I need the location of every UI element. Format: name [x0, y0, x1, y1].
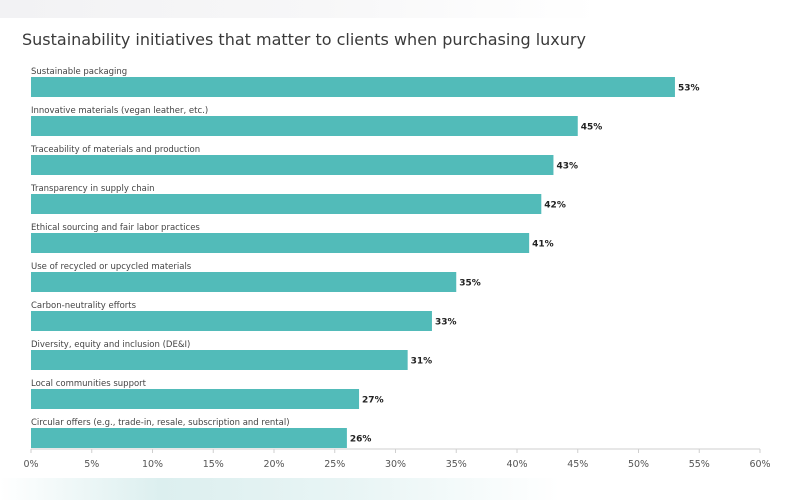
category-label: Innovative materials (vegan leather, etc…: [31, 106, 208, 116]
value-label: 26%: [350, 435, 372, 445]
top-background-gradient: [0, 0, 800, 18]
value-label: 41%: [532, 240, 554, 250]
category-label: Use of recycled or upcycled materials: [31, 262, 192, 272]
bar: [31, 272, 457, 292]
value-label: 35%: [459, 279, 481, 289]
bar: [31, 77, 675, 97]
category-label: Carbon-neutrality efforts: [31, 301, 137, 311]
value-label: 53%: [678, 84, 700, 94]
bar: [31, 194, 542, 214]
x-tick-label: 15%: [203, 459, 224, 470]
bar: [31, 350, 408, 370]
bar: [31, 311, 432, 331]
value-label: 42%: [544, 201, 566, 211]
x-tick-label: 10%: [142, 459, 163, 470]
x-tick-label: 20%: [263, 459, 284, 470]
bar: [31, 116, 578, 136]
bar: [31, 155, 554, 175]
bar: [31, 389, 360, 409]
category-label: Sustainable packaging: [31, 67, 127, 77]
x-tick-label: 40%: [506, 459, 527, 470]
value-label: 33%: [435, 318, 457, 328]
x-tick-label: 30%: [385, 459, 406, 470]
category-label: Ethical sourcing and fair labor practice…: [31, 223, 200, 233]
value-label: 43%: [556, 162, 578, 172]
bottom-background-gradient: [0, 478, 800, 500]
category-label: Traceability of materials and production: [30, 145, 200, 155]
bar: [31, 428, 347, 448]
value-label: 45%: [581, 123, 603, 133]
category-label: Transparency in supply chain: [30, 184, 155, 194]
value-label: 27%: [362, 396, 384, 406]
x-tick-label: 35%: [446, 459, 467, 470]
x-tick-label: 5%: [84, 459, 99, 470]
x-tick-label: 45%: [567, 459, 588, 470]
category-label: Circular offers (e.g., trade-in, resale,…: [31, 418, 290, 428]
bar: [31, 233, 530, 253]
category-label: Local communities support: [31, 379, 147, 389]
chart-title: Sustainability initiatives that matter t…: [22, 30, 586, 49]
category-label: Diversity, equity and inclusion (DE&I): [31, 340, 190, 350]
value-label: 31%: [411, 357, 433, 367]
x-tick-label: 55%: [689, 459, 710, 470]
x-tick-label: 25%: [324, 459, 345, 470]
x-tick-label: 0%: [23, 459, 38, 470]
x-tick-label: 60%: [749, 459, 770, 470]
x-tick-label: 50%: [628, 459, 649, 470]
